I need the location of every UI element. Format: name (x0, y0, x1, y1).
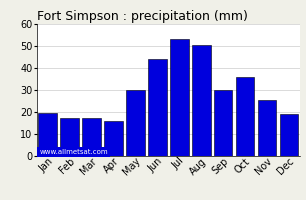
Bar (214, 90, 233, 156)
Bar (126, 90, 145, 156)
Bar (82, 117, 101, 156)
Bar (170, 39, 188, 156)
Text: Fort Simpson : precipitation (mm): Fort Simpson : precipitation (mm) (37, 10, 248, 23)
Bar (192, 45, 211, 156)
Bar (148, 59, 167, 156)
Bar (104, 121, 123, 156)
Bar (236, 77, 254, 156)
Text: www.allmetsat.com: www.allmetsat.com (39, 149, 108, 155)
Bar (258, 100, 276, 156)
Bar (60, 117, 79, 156)
Bar (280, 114, 298, 156)
Bar (38, 113, 57, 156)
